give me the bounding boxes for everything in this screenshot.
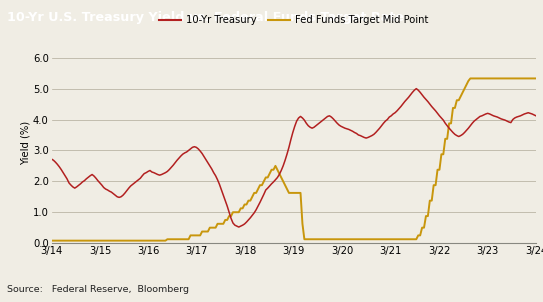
Y-axis label: Yield (%): Yield (%) xyxy=(20,120,30,165)
Legend: 10-Yr Treasury, Fed Funds Target Mid Point: 10-Yr Treasury, Fed Funds Target Mid Poi… xyxy=(155,11,433,29)
Text: Source:   Federal Reserve,  Bloomberg: Source: Federal Reserve, Bloomberg xyxy=(7,285,188,294)
Text: 10-Yr U.S. Treasury Yield vs. Federal Funds Target Rate: 10-Yr U.S. Treasury Yield vs. Federal Fu… xyxy=(7,11,403,24)
